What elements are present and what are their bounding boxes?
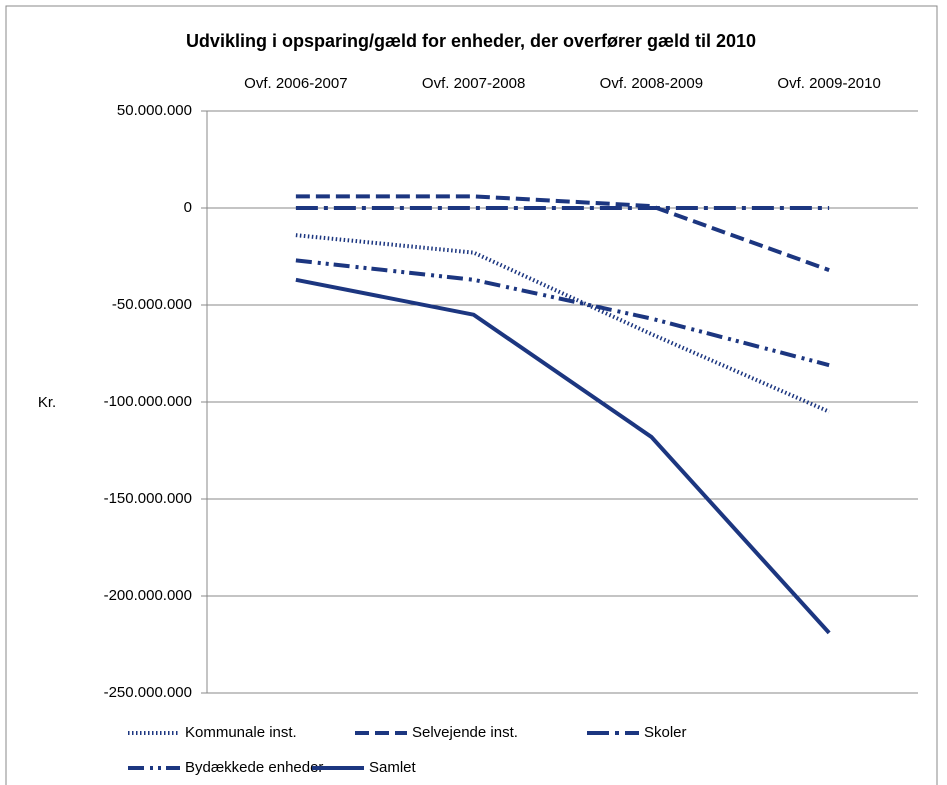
y-tick-label: -200.000.000: [104, 587, 192, 604]
legend-label: Kommunale inst.: [185, 724, 297, 741]
x-tick-label: Ovf. 2007-2008: [422, 75, 525, 92]
x-tick-label: Ovf. 2008-2009: [600, 75, 703, 92]
y-axis-label: Kr.: [38, 394, 56, 411]
legend-label: Skoler: [644, 724, 687, 741]
legend-label: Samlet: [369, 759, 417, 776]
line-series: [295, 258, 830, 368]
y-tick-label: 0: [184, 199, 192, 216]
y-tick-label: -50.000.000: [112, 296, 192, 313]
legend-label: Bydækkede enheder: [185, 759, 323, 776]
y-tick-label: 50.000.000: [117, 102, 192, 119]
chart-title: Udvikling i opsparing/gæld for enheder, …: [186, 31, 756, 51]
line-series: [295, 194, 830, 272]
line-series: [295, 233, 830, 414]
chart-border: [5, 5, 938, 785]
legend-label: Selvejende inst.: [412, 724, 518, 741]
x-tick-label: Ovf. 2009-2010: [777, 75, 880, 92]
x-tick-label: Ovf. 2006-2007: [244, 75, 347, 92]
y-tick-label: -150.000.000: [104, 490, 192, 507]
y-tick-label: -100.000.000: [104, 393, 192, 410]
line-series: [295, 277, 831, 635]
y-tick-label: -250.000.000: [104, 684, 192, 701]
